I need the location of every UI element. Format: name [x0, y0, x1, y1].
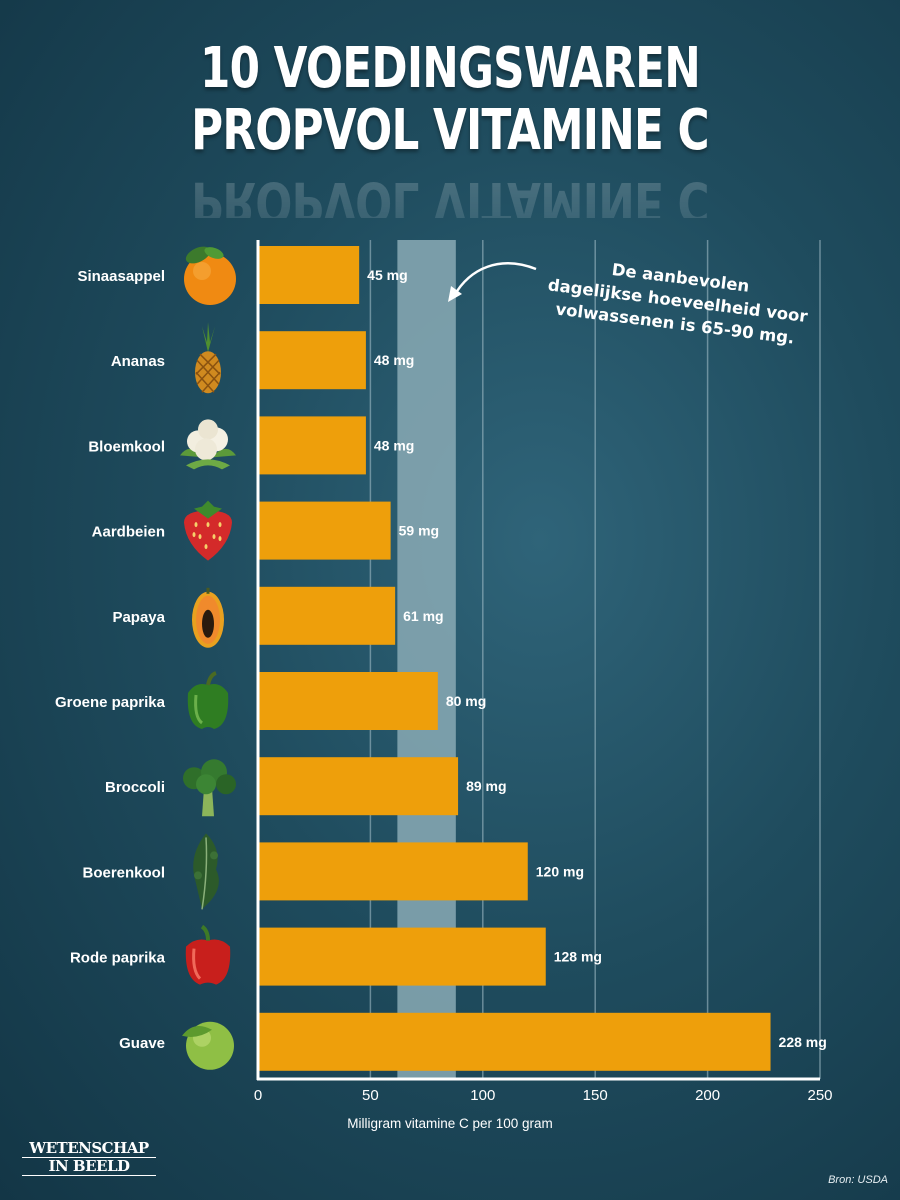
value-label: 45 mg: [367, 267, 407, 283]
pineapple-icon: [195, 322, 221, 394]
category-label: Aardbeien: [92, 524, 165, 541]
category-label: Boerenkool: [82, 864, 165, 881]
broccoli-icon: [183, 759, 236, 817]
guava-icon: [182, 1021, 234, 1070]
bar-3: [258, 501, 391, 560]
papaya-icon: [192, 587, 224, 648]
chart-title: 10 VOEDINGSWAREN PROPVOL VITAMINE C: [99, 38, 801, 162]
value-label: 59 mg: [399, 523, 439, 539]
source-note: Bron: USDA: [828, 1174, 888, 1186]
orange-icon: [184, 246, 236, 305]
bar-1: [258, 331, 366, 390]
category-label: Ananas: [111, 353, 165, 370]
category-label: Sinaasappel: [77, 268, 165, 285]
value-label: 89 mg: [466, 778, 506, 794]
annotation-arrowhead: [448, 286, 462, 302]
value-label: 128 mg: [554, 949, 602, 965]
bar-9: [258, 1012, 771, 1071]
bar-2: [258, 416, 366, 475]
value-label: 120 mg: [536, 863, 584, 879]
bar-5: [258, 672, 438, 730]
strawberry-icon: [184, 500, 232, 561]
bar-7: [258, 842, 528, 901]
value-label: 228 mg: [779, 1034, 827, 1050]
category-label: Papaya: [112, 609, 165, 626]
x-tick-label: 100: [470, 1087, 495, 1104]
value-label: 48 mg: [374, 437, 414, 453]
bar-4: [258, 586, 396, 645]
bar-8: [258, 927, 546, 986]
logo-line-2: IN BEELD: [22, 1158, 156, 1176]
bar-0: [258, 246, 360, 304]
x-axis-title: Milligram vitamine C per 100 gram: [347, 1116, 553, 1131]
title-line-2: PROPVOL VITAMINE C: [191, 98, 709, 163]
red-pepper-icon: [185, 924, 231, 985]
green-pepper-icon: [187, 671, 229, 729]
category-label: Rode paprika: [70, 950, 166, 967]
x-tick-label: 50: [362, 1087, 379, 1104]
category-label: Bloemkool: [88, 438, 165, 455]
category-label: Broccoli: [105, 779, 165, 796]
bar-6: [258, 757, 459, 816]
category-label: Groene paprika: [55, 694, 166, 711]
kale-icon: [193, 833, 219, 910]
annotation-arrow: [452, 262, 537, 297]
cauliflower-icon: [180, 419, 236, 470]
logo-line-1: WETENSCHAP: [22, 1140, 156, 1158]
value-label: 61 mg: [403, 608, 443, 624]
value-label: 80 mg: [446, 693, 486, 709]
title-line-1: 10 VOEDINGSWAREN: [200, 36, 701, 101]
value-label: 48 mg: [374, 352, 414, 368]
publisher-logo: WETENSCHAP IN BEELD: [22, 1140, 156, 1176]
x-tick-label: 0: [254, 1087, 262, 1104]
category-label: Guave: [119, 1035, 165, 1052]
x-tick-label: 250: [807, 1087, 832, 1104]
x-tick-label: 150: [583, 1087, 608, 1104]
x-tick-label: 200: [695, 1087, 720, 1104]
